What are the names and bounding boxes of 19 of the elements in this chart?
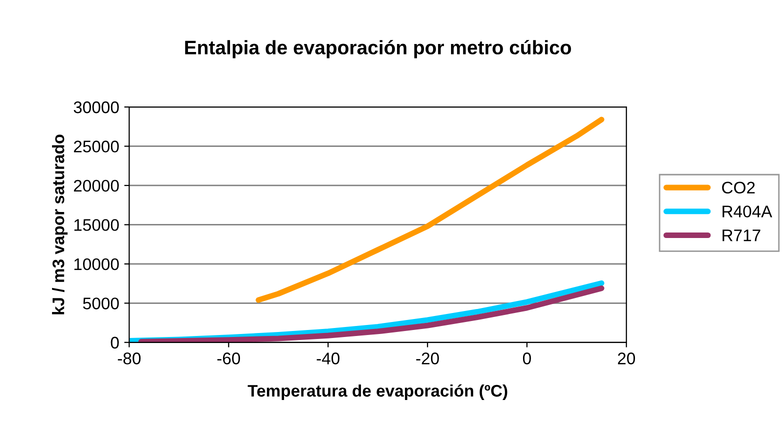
x-tick-label: -80: [118, 352, 141, 364]
y-tick-label: 5000: [83, 298, 119, 310]
y-axis-title: kJ / m3 vapor saturado: [52, 134, 68, 314]
y-tick-label: 20000: [74, 180, 119, 192]
y-tick-label: 0: [110, 336, 119, 349]
y-tick-label: 10000: [74, 258, 119, 270]
x-tick-label: 20: [618, 352, 636, 364]
x-axis-title: Temperatura de evaporación (ºC): [248, 384, 508, 400]
y-tick-label: 30000: [74, 101, 119, 114]
chart-title: Entalpia de evaporación por metro cúbico: [185, 40, 571, 58]
x-tick-label: -20: [416, 352, 439, 364]
y-tick-label: 15000: [74, 219, 119, 231]
x-tick-label: -60: [217, 352, 240, 364]
legend-label: CO2: [722, 182, 755, 194]
x-tick-label: -40: [316, 352, 340, 364]
legend-label: R404A: [722, 206, 772, 218]
legend-label: R717: [722, 230, 760, 242]
y-tick-label: 25000: [74, 140, 119, 152]
x-tick-label: 0: [522, 352, 531, 364]
